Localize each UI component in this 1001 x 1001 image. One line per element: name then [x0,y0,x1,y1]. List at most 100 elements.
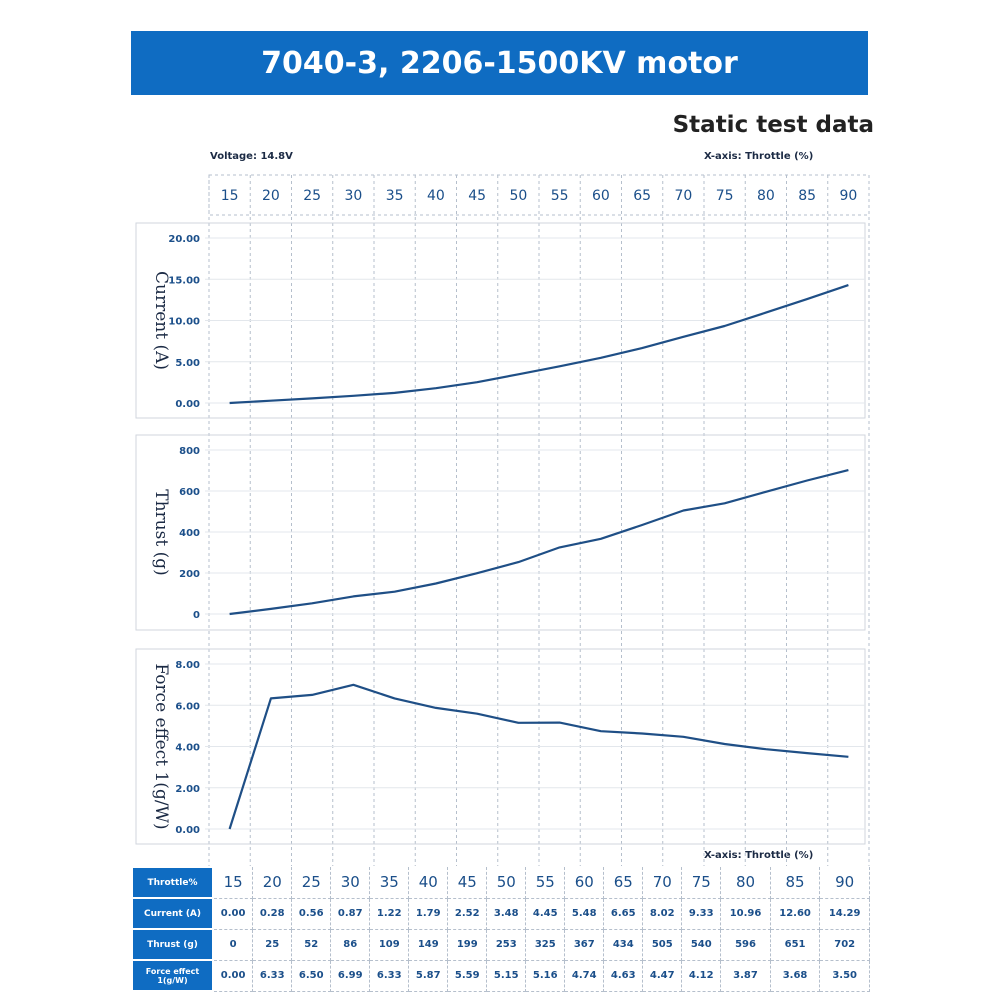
y-tick-label: 200 [179,569,200,580]
x-tick-label-top: 30 [344,188,362,204]
table-cell-current-85: 12.60 [770,898,821,930]
table-cell-throttle-90: 90 [819,867,870,899]
y-tick-label: 0 [193,610,200,621]
y-tick-label: 0.00 [175,825,200,836]
table-cell-throttle-60: 60 [564,867,605,899]
table-cell-current-30: 0.87 [330,898,371,930]
y-tick-label: 600 [179,487,200,498]
y-tick-label: 4.00 [175,743,200,754]
table-cell-throttle-40: 40 [408,867,449,899]
table-cell-force-75: 4.12 [681,960,722,992]
x-tick-label-top: 70 [674,188,692,204]
table-cell-force-55: 5.16 [525,960,566,992]
table-cell-throttle-45: 45 [447,867,488,899]
table-cell-force-25: 6.50 [291,960,332,992]
table-cell-current-75: 9.33 [681,898,722,930]
table-cell-thrust-30: 86 [330,929,371,961]
x-tick-label-top: 40 [427,188,445,204]
table-cell-throttle-80: 80 [720,867,771,899]
series-line [228,683,849,830]
table-cell-force-35: 6.33 [369,960,410,992]
table-cell-current-40: 1.79 [408,898,449,930]
table-cell-throttle-75: 75 [681,867,722,899]
x-tick-label-top: 65 [633,188,651,204]
table-cell-thrust-70: 505 [642,929,683,961]
x-tick-label-top: 80 [757,188,775,204]
table-cell-throttle-35: 35 [369,867,410,899]
x-tick-label-top: 50 [509,188,527,204]
x-tick-label-top: 60 [592,188,610,204]
table-cell-thrust-60: 367 [564,929,605,961]
row-label-force: Force effect 1(g/W) [131,959,214,992]
series-line [229,284,849,405]
table-cell-thrust-65: 434 [603,929,644,961]
row-label-thrust: Thrust (g) [131,928,214,961]
data-table: Throttle% 15 20 25 30 35 40 45 50 55 60 65 70 75 80 85… [131,866,870,992]
table-cell-force-60: 4.74 [564,960,605,992]
table-cell-thrust-15: 0 [213,929,254,961]
y-tick-label: 2.00 [175,784,200,795]
table-cell-force-15: 0.00 [213,960,254,992]
x-tick-label-top: 15 [221,188,239,204]
y-tick-label: 800 [179,446,200,457]
table-cell-thrust-80: 596 [720,929,771,961]
table-cell-throttle-25: 25 [291,867,332,899]
table-cell-throttle-70: 70 [642,867,683,899]
table-cell-thrust-45: 199 [447,929,488,961]
table-cell-current-35: 1.22 [369,898,410,930]
table-cell-force-30: 6.99 [330,960,371,992]
row-label-throttle: Throttle% [131,866,214,899]
x-tick-label-top: 25 [303,188,321,204]
table-cell-throttle-55: 55 [525,867,566,899]
table-cell-thrust-85: 651 [770,929,821,961]
y-tick-label: 6.00 [175,701,200,712]
y-axis-title-force: Force effect 1(g/W) [151,663,171,829]
y-tick-label: 5.00 [175,358,200,369]
table-cell-force-40: 5.87 [408,960,449,992]
table-cell-current-20: 0.28 [252,898,293,930]
table-cell-thrust-50: 253 [486,929,527,961]
row-label-current: Current (A) [131,897,214,930]
page-title: 7040-3, 2206-1500KV motor [261,45,738,81]
voltage-label: Voltage: 14.8V [210,151,293,162]
table-cell-thrust-25: 52 [291,929,332,961]
charts-area: 15 20 25 30 35 40 45 50 55 60 65 70 75 80 85 90 0.00 5.00… [135,174,870,866]
table-cell-current-80: 10.96 [720,898,771,930]
x-tick-label-top: 85 [798,188,816,204]
table-cell-throttle-65: 65 [603,867,644,899]
table-row-throttle: Throttle% 15 20 25 30 35 40 45 50 55 60 65 70 75 80 85… [131,866,870,899]
table-cell-current-65: 6.65 [603,898,644,930]
table-cell-current-90: 14.29 [819,898,870,930]
y-axis-title-current: Current (A) [151,271,171,370]
table-cell-force-20: 6.33 [252,960,293,992]
table-row-thrust: Thrust (g) 0 25 52 86 109 149 199 253 325 367 434 5… [131,928,870,961]
table-cell-force-70: 4.47 [642,960,683,992]
table-cell-current-60: 5.48 [564,898,605,930]
table-cell-thrust-75: 540 [681,929,722,961]
table-cell-force-90: 3.50 [819,960,870,992]
table-cell-current-55: 4.45 [525,898,566,930]
table-row-force: Force effect 1(g/W) 0.00 6.33 6.50 6.99 6.33… [131,959,870,992]
y-tick-label: 20.00 [168,234,200,245]
y-axis-title-thrust: Thrust (g) [151,489,171,575]
x-tick-label-top: 55 [551,188,569,204]
table-cell-thrust-35: 109 [369,929,410,961]
table-cell-throttle-15: 15 [213,867,254,899]
table-cell-throttle-50: 50 [486,867,527,899]
table-cell-current-50: 3.48 [486,898,527,930]
x-axis-label-top: X-axis: Throttle (%) [704,151,814,162]
x-axis-label-bottom: X-axis: Throttle (%) [704,850,814,861]
table-cell-current-25: 0.56 [291,898,332,930]
table-cell-thrust-40: 149 [408,929,449,961]
table-cell-throttle-20: 20 [252,867,293,899]
table-cell-current-70: 8.02 [642,898,683,930]
table-cell-force-80: 3.87 [720,960,771,992]
y-tick-label: 8.00 [175,660,200,671]
x-tick-label-top: 20 [262,188,280,204]
table-cell-thrust-90: 702 [819,929,870,961]
table-cell-force-65: 4.63 [603,960,644,992]
title-banner: 7040-3, 2206-1500KV motor [131,31,868,95]
y-tick-label: 0.00 [175,399,200,410]
table-cell-force-45: 5.59 [447,960,488,992]
y-tick-label: 400 [179,528,200,539]
